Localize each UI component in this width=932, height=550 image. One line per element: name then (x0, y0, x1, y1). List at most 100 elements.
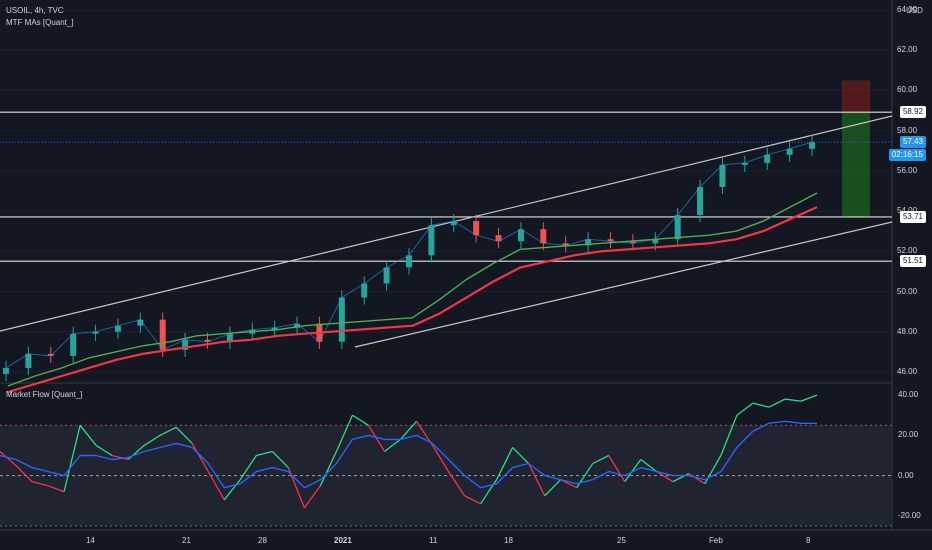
candle-body (428, 225, 435, 256)
flow-segment (640, 459, 658, 473)
flow-segment (608, 455, 626, 483)
candle-body (697, 186, 704, 216)
flow-segment (752, 402, 770, 408)
price-tag-r1: 58.92 (899, 106, 926, 119)
price-tick-label: 52.00 (897, 246, 918, 256)
candle-body (607, 239, 614, 242)
candle-body (540, 229, 547, 244)
price-tick-label: 64.00 (897, 5, 918, 15)
oscillator-tick-label: 20.00 (898, 430, 919, 440)
candle-body (562, 243, 569, 246)
flow-segment (624, 459, 642, 483)
candle-body (652, 239, 659, 244)
candle-body (786, 148, 793, 155)
candle-body (450, 221, 457, 226)
candle-body (674, 215, 681, 240)
flow-segment (256, 450, 273, 457)
price-tick-label: 48.00 (897, 326, 918, 336)
candle-body (383, 267, 390, 284)
candle-body (226, 333, 233, 342)
flow-segment (367, 424, 386, 452)
flow-segment (592, 454, 610, 465)
flow-segment (175, 426, 193, 444)
price-tick-label: 46.00 (897, 366, 918, 376)
flow-segment (656, 471, 674, 483)
flow-segment (95, 444, 113, 457)
candle-body (361, 283, 368, 298)
candle-body (159, 319, 166, 350)
candle-body (719, 164, 726, 187)
candle-body (585, 239, 592, 246)
flow-segment (464, 495, 481, 505)
flow-segment (431, 445, 450, 472)
candle-body (3, 367, 9, 374)
flow-segment (335, 414, 354, 452)
flow-segment (400, 420, 417, 440)
candle-body (271, 327, 278, 330)
flow-segment (319, 451, 338, 486)
channel-upper-line (0, 115, 893, 332)
price-tag-timer: 02:16:15 (888, 149, 926, 162)
candle-body (137, 319, 144, 326)
price-tick-label: 58.00 (897, 125, 918, 135)
candle-body (629, 241, 636, 244)
time-tick-label: 21 (182, 536, 191, 545)
price-line (5, 141, 813, 369)
oscillator-tick-label: 40.00 (898, 390, 919, 400)
flow-segment (207, 471, 225, 501)
price-tick-label: 54.00 (897, 206, 917, 216)
flow-segment (784, 398, 802, 402)
candle-body (338, 297, 345, 342)
oscillator-tick-label: 0.00 (898, 470, 914, 480)
flow-segment (768, 398, 786, 408)
time-tick-label: 11 (429, 536, 438, 545)
price-tick-label: 60.00 (897, 85, 918, 95)
candle-body (809, 142, 815, 149)
flow-segment (31, 481, 49, 487)
candle-body (473, 221, 480, 236)
flow-segment (384, 438, 401, 452)
candle-body (294, 323, 301, 328)
flow-segment (528, 463, 546, 497)
candle-body (517, 229, 524, 242)
price-tag-r3: 51.51 (899, 255, 926, 268)
candle-body (741, 162, 748, 165)
symbol-title[interactable]: USOIL, 4h, TVC (6, 6, 64, 15)
candle-body (70, 333, 77, 356)
time-tick-label: Feb (709, 536, 723, 545)
price-tag-r2: 53.71 (899, 210, 926, 223)
flow-segment (63, 425, 81, 492)
flow-segment (143, 434, 161, 446)
target-zone (842, 112, 870, 217)
price-tick-label: 50.00 (897, 286, 918, 296)
flow-segment (303, 485, 321, 509)
flow-segment (159, 426, 177, 436)
ma-slow-line (7, 206, 818, 394)
flow-segment (496, 447, 514, 480)
currency-label[interactable]: USD (906, 6, 923, 15)
candle-body (92, 331, 99, 334)
indicator-title[interactable]: MTF MAs [Quant_] (6, 18, 74, 27)
candle-body (25, 353, 32, 368)
stop-zone (842, 80, 870, 113)
flow-segment (271, 451, 289, 469)
ma-fast-line (7, 192, 818, 387)
time-tick-label: 8 (806, 536, 811, 545)
time-tick-label: 2021 (334, 536, 352, 545)
flow-segment (111, 454, 129, 461)
flow-segment (688, 473, 706, 485)
time-tick-label: 25 (617, 536, 626, 545)
flow-segment (79, 424, 97, 446)
flow-segment (239, 455, 257, 481)
candle-body (182, 339, 189, 350)
candle-body (114, 325, 121, 332)
flow-segment (720, 414, 738, 456)
price-tick-label: 56.00 (897, 165, 918, 175)
flow-segment (448, 471, 466, 497)
flow-segment (736, 402, 754, 416)
flow-segment (47, 485, 65, 493)
channel-lower-line (354, 221, 893, 348)
oscillator-title[interactable]: Market Flow [Quant_] (6, 390, 83, 399)
